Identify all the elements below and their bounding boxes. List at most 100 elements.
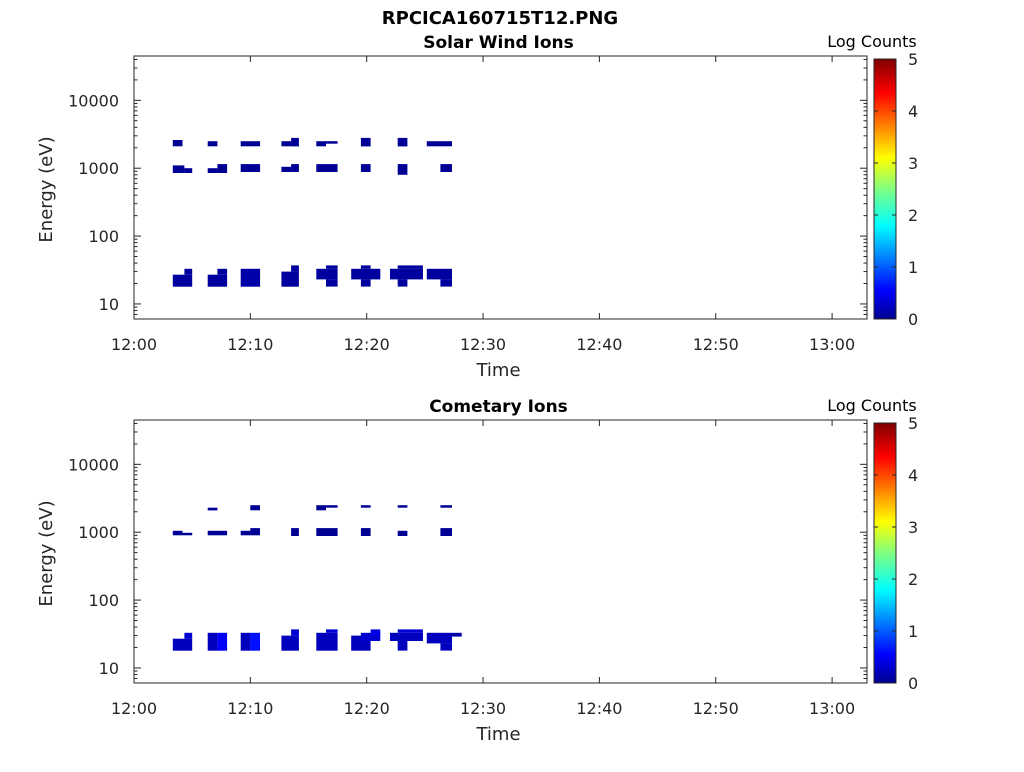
spectrogram-cell — [360, 265, 371, 269]
spectrogram-cell — [316, 505, 326, 511]
spectrogram-cell — [250, 505, 260, 511]
spectrogram-cell — [316, 268, 338, 280]
spectrogram-cell — [281, 141, 292, 147]
x-tick-label: 12:00 — [111, 335, 157, 354]
x-tick-label: 12:30 — [460, 335, 506, 354]
spectrogram-cell — [291, 629, 299, 636]
y-tick-label: 1000 — [78, 523, 119, 542]
spectrogram-cell — [397, 640, 408, 651]
y-axis-label: Energy (eV) — [36, 500, 57, 606]
spectrogram-cell — [326, 629, 338, 633]
spectrogram-cell — [217, 164, 228, 173]
colorbar-tick-label: 5 — [908, 414, 918, 433]
spectrogram-cell — [172, 274, 193, 287]
spectrogram-cell — [326, 505, 338, 508]
x-tick-label: 12:40 — [576, 335, 622, 354]
colorbar-gradient — [873, 422, 897, 684]
spectrogram-cell — [426, 141, 452, 147]
spectrogram-cell — [207, 507, 218, 511]
axes-frame — [133, 419, 868, 684]
y-axis-label: Energy (eV) — [36, 136, 57, 242]
spectrogram-cell — [326, 141, 338, 144]
spectrogram-cells — [172, 137, 452, 287]
spectrogram-cell — [217, 632, 228, 651]
colorbar-tick-label: 0 — [908, 310, 918, 329]
spectrogram-cell — [360, 164, 371, 172]
x-tick-label: 12:50 — [693, 699, 739, 718]
colorbar-tick-label: 1 — [908, 258, 918, 277]
spectrogram-cell — [440, 528, 452, 536]
spectrogram-cell — [172, 530, 183, 536]
colorbar-tick-label: 4 — [908, 102, 918, 121]
y-tick-label: 1000 — [78, 159, 119, 178]
spectrogram-cell — [316, 141, 326, 147]
spectrogram-cell — [397, 164, 408, 175]
spectrogram-cell — [207, 274, 228, 287]
spectrogram-cell — [397, 137, 408, 147]
panel-title: Cometary Ions — [429, 397, 568, 417]
colorbar-label: Log Counts — [827, 396, 917, 415]
spectrogram-cell — [360, 632, 381, 641]
spectrogram-cell — [440, 164, 452, 172]
spectrogram-cell — [217, 268, 228, 275]
spectrogram-cell — [207, 632, 218, 651]
panel-1: Solar Wind Ions 12:00 12:10 12:20 12:30 12:40… — [36, 32, 918, 381]
spectrogram-cell — [351, 268, 381, 280]
spectrogram-cell — [397, 265, 423, 269]
x-tick-label: 12:30 — [460, 699, 506, 718]
colorbar-tick-label: 0 — [908, 674, 918, 693]
spectrogram-cell — [360, 137, 371, 147]
spectrogram-cell — [360, 528, 371, 536]
x-tick-label: 12:10 — [227, 335, 273, 354]
colorbar-tick-label: 3 — [908, 154, 918, 173]
colorbar-tick-label: 4 — [908, 466, 918, 485]
x-tick-label: 12:40 — [576, 699, 622, 718]
spectrogram-cell — [390, 268, 423, 280]
colorbar-tick-label: 5 — [908, 50, 918, 69]
spectrogram-cell — [207, 141, 218, 147]
spectrogram-cell — [172, 140, 183, 147]
spectrogram-cell — [316, 632, 338, 651]
figure-title: RPCICA160715T12.PNG — [381, 8, 619, 29]
spectrogram-cell — [240, 141, 261, 147]
spectrogram-cell — [316, 528, 338, 536]
x-axis-label: Time — [475, 360, 520, 381]
spectrogram-cell — [326, 265, 338, 269]
spectrogram-cell — [440, 279, 452, 287]
colorbar-tick-label: 3 — [908, 518, 918, 537]
spectrogram-cell — [360, 505, 371, 508]
spectrogram-cell — [281, 271, 299, 287]
spectrogram-cell — [184, 268, 193, 275]
axes-frame — [133, 55, 868, 320]
spectrogram-cell — [250, 528, 260, 536]
x-axis-label: Time — [475, 724, 520, 745]
spectrogram-cell — [291, 528, 299, 536]
y-tick-label: 10000 — [68, 455, 119, 474]
spectrogram-cell — [281, 166, 292, 172]
spectrogram-cell — [172, 638, 193, 651]
spectrogram-cell — [390, 632, 423, 641]
spectrogram-cell — [426, 632, 452, 644]
colorbar-tick-label: 2 — [908, 570, 918, 589]
spectrogram-cell — [240, 164, 261, 172]
spectrogram-cell — [207, 530, 228, 536]
spectrogram-cell — [326, 279, 338, 287]
spectrogram-cell — [440, 505, 452, 508]
spectrogram-cell — [452, 632, 462, 637]
spectrogram-cell — [207, 168, 218, 173]
panel-title: Solar Wind Ions — [423, 33, 574, 53]
spectrogram-cells — [172, 505, 462, 651]
x-tick-label: 12:00 — [111, 699, 157, 718]
x-tick-label: 13:00 — [809, 335, 855, 354]
spectrogram-cell — [184, 632, 193, 639]
x-tick-label: 13:00 — [809, 699, 855, 718]
spectrogram-cell — [426, 268, 452, 280]
spectrogram-cell — [291, 164, 299, 172]
spectrogram-cell — [397, 629, 423, 633]
spectrogram-cell — [440, 643, 452, 651]
spectrogram-cell — [397, 530, 408, 536]
